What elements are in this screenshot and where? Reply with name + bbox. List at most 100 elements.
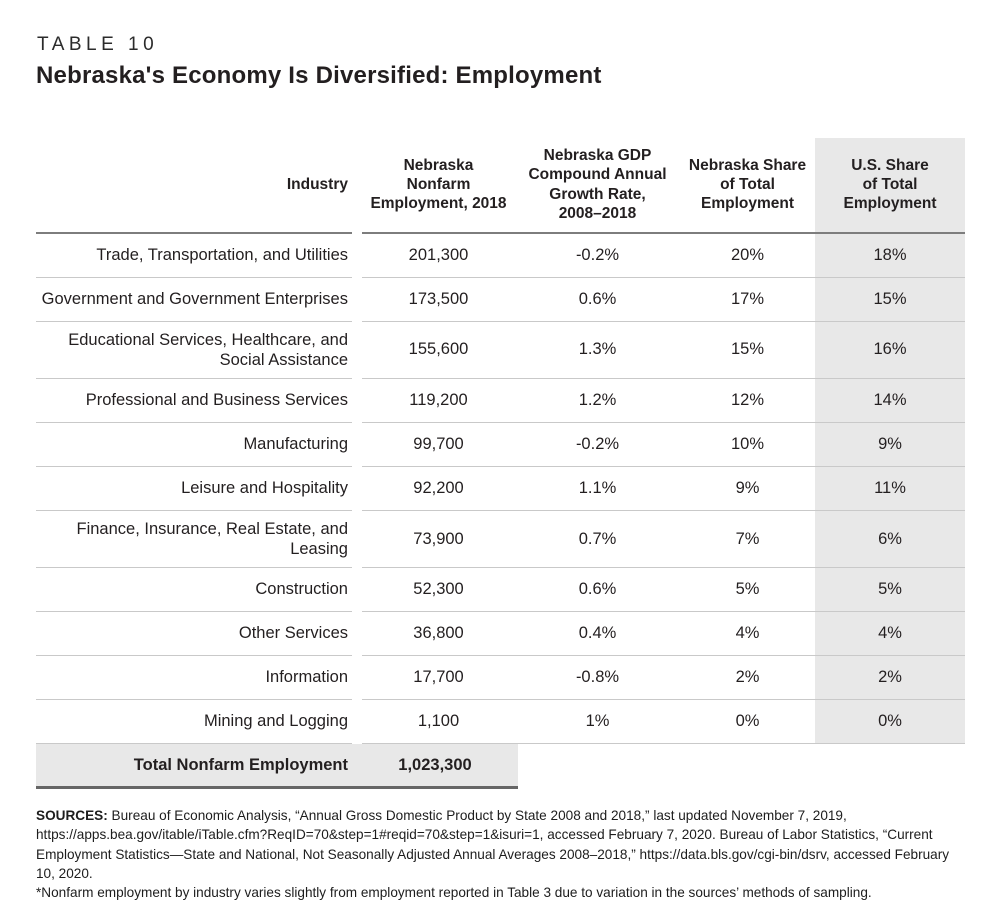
column-gap — [352, 511, 362, 568]
nebraska-share-cell: 15% — [730, 340, 765, 359]
nebraska-share-cell: 4% — [735, 624, 760, 643]
page-title: Nebraska's Economy Is Diversified: Emplo… — [36, 62, 602, 89]
us-share-cell: 4% — [815, 612, 965, 655]
table-row: Professional and Business Services 119,2… — [36, 378, 965, 423]
gdp-growth-cell: 1.3% — [578, 340, 617, 359]
gdp-growth-cell: -0.2% — [575, 434, 620, 453]
column-gap — [352, 278, 362, 322]
nebraska-share-cell: 5% — [735, 580, 760, 599]
nebraska-share-cell: 2% — [735, 668, 760, 687]
nebraska-share-cell: 0% — [735, 712, 760, 731]
row-data-cells: 119,200 1.2% 12% 14% — [362, 378, 965, 423]
table-row: Construction 52,300 0.6% 5% 5% — [36, 568, 965, 612]
gdp-growth-cell: 0.6% — [578, 289, 617, 308]
employment-2018-cell: 1,100 — [417, 712, 460, 731]
us-share-cell: 15% — [815, 277, 965, 321]
industry-cell: Leisure and Hospitality — [36, 467, 352, 511]
us-share-cell: 11% — [815, 466, 965, 510]
nebraska-share-cell: 12% — [730, 390, 765, 409]
column-gap — [352, 568, 362, 612]
row-data-cells: 17,700 -0.8% 2% 2% — [362, 656, 965, 700]
column-gap — [352, 423, 362, 467]
header-data-cells: Nebraska Nonfarm Employment, 2018 Nebras… — [362, 138, 965, 234]
table-row: Information 17,700 -0.8% 2% 2% — [36, 656, 965, 700]
employment-2018-cell: 17,700 — [413, 668, 464, 687]
column-gap — [352, 656, 362, 700]
nebraska-share-cell: 20% — [730, 245, 765, 264]
table-row: Manufacturing 99,700 -0.2% 10% 9% — [36, 422, 965, 467]
table-header-row: Industry Nebraska Nonfarm Employment, 20… — [36, 138, 965, 234]
employment-2018-cell: 73,900 — [413, 529, 464, 548]
total-label: Total Nonfarm Employment — [133, 755, 348, 774]
gdp-growth-cell: 1.2% — [578, 390, 617, 409]
employment-2018-cell: 99,700 — [413, 434, 464, 453]
employment-2018-cell: 201,300 — [408, 245, 469, 264]
column-gap — [352, 612, 362, 656]
row-data-cells: 155,600 1.3% 15% 16% — [362, 321, 965, 379]
column-header-label: Nebraska GDP Compound Annual Growth Rate… — [528, 147, 667, 223]
row-data-cells: 173,500 0.6% 17% 15% — [362, 277, 965, 322]
nebraska-share-cell: 9% — [735, 478, 760, 497]
us-share-cell: 5% — [815, 568, 965, 611]
column-header-label: Industry — [286, 176, 348, 194]
row-data-cells: 36,800 0.4% 4% 4% — [362, 612, 965, 656]
employment-2018-cell: 119,200 — [409, 390, 468, 409]
row-data-cells: 92,200 1.1% 9% 11% — [362, 466, 965, 511]
gdp-growth-cell: 0.7% — [578, 529, 617, 548]
total-row: Total Nonfarm Employment 1,023,300 — [36, 744, 518, 789]
sources-label: SOURCES: — [36, 808, 108, 823]
row-data-cells: 99,700 -0.2% 10% 9% — [362, 422, 965, 467]
column-gap — [352, 379, 362, 423]
us-share-cell: 18% — [815, 233, 965, 277]
gdp-growth-cell: -0.8% — [575, 668, 620, 687]
column-gap — [352, 138, 362, 234]
column-gap — [352, 234, 362, 278]
industry-cell: Other Services — [36, 612, 352, 656]
industry-cell: Manufacturing — [36, 423, 352, 467]
row-data-cells: 52,300 0.6% 5% 5% — [362, 568, 965, 612]
footnote-text: *Nonfarm employment by industry varies s… — [36, 885, 872, 901]
column-gap — [352, 322, 362, 379]
employment-2018-cell: 52,300 — [413, 580, 464, 599]
industry-cell: Information — [36, 656, 352, 700]
industry-cell: Finance, Insurance, Real Estate, and Lea… — [36, 511, 352, 568]
nebraska-share-cell: 17% — [730, 289, 765, 308]
gdp-growth-cell: 1% — [585, 712, 610, 731]
column-header-nebraska-share: Nebraska Share of Total Employment — [680, 138, 815, 232]
source-notes: SOURCES: Bureau of Economic Analysis, “A… — [36, 806, 968, 902]
industry-cell: Government and Government Enterprises — [36, 278, 352, 322]
industry-cell: Trade, Transportation, and Utilities — [36, 234, 352, 278]
sources-text: Bureau of Economic Analysis, “Annual Gro… — [36, 808, 950, 881]
us-share-cell: 16% — [815, 321, 965, 378]
row-data-cells: 73,900 0.7% 7% 6% — [362, 510, 965, 568]
us-share-cell: 14% — [815, 378, 965, 422]
gdp-growth-cell: -0.2% — [575, 245, 620, 264]
nebraska-share-cell: 7% — [735, 529, 760, 548]
table-number-label: TABLE 10 — [37, 34, 159, 55]
employment-2018-cell: 173,500 — [408, 289, 469, 308]
industry-cell: Construction — [36, 568, 352, 612]
industry-cell: Professional and Business Services — [36, 379, 352, 423]
nebraska-share-cell: 10% — [730, 434, 765, 453]
column-gap — [352, 700, 362, 744]
employment-table: Industry Nebraska Nonfarm Employment, 20… — [36, 138, 965, 789]
industry-cell: Mining and Logging — [36, 700, 352, 744]
us-share-cell: 2% — [815, 656, 965, 699]
table-row: Government and Government Enterprises 17… — [36, 277, 965, 322]
column-header-label: Nebraska Share of Total Employment — [688, 156, 807, 213]
table-row: Trade, Transportation, and Utilities 201… — [36, 233, 965, 278]
table-row: Mining and Logging 1,100 1% 0% 0% — [36, 700, 965, 744]
us-share-cell: 9% — [815, 422, 965, 466]
total-value: 1,023,300 — [398, 755, 472, 774]
us-share-cell: 0% — [815, 700, 965, 743]
employment-2018-cell: 36,800 — [413, 624, 464, 643]
gdp-growth-cell: 1.1% — [578, 478, 617, 497]
table-body: Trade, Transportation, and Utilities 201… — [36, 233, 965, 744]
gdp-growth-cell: 0.6% — [578, 580, 617, 599]
table-row: Educational Services, Healthcare, and So… — [36, 321, 965, 379]
us-share-cell: 6% — [815, 510, 965, 567]
row-data-cells: 1,100 1% 0% 0% — [362, 700, 965, 744]
table-row: Leisure and Hospitality 92,200 1.1% 9% 1… — [36, 466, 965, 511]
employment-2018-cell: 155,600 — [408, 340, 469, 359]
